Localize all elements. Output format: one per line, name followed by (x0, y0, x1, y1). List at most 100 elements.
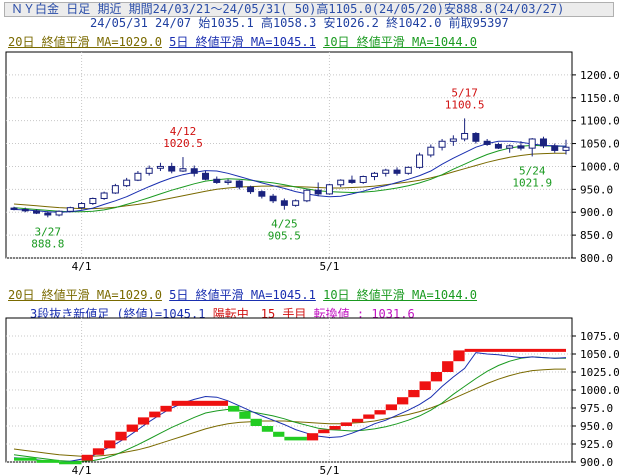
upper-legend: 20日 終値平滑 MA=1029.0 5日 終値平滑 MA=1045.1 10日… (8, 36, 477, 49)
upper-xtick-label: 5/1 (319, 260, 339, 273)
break-block (171, 400, 229, 406)
break-block (430, 372, 443, 382)
break-block (104, 440, 116, 449)
annotation-date: 4/12 (170, 125, 197, 138)
candle-body (404, 166, 412, 174)
legend-ma5-lower: 5日 終値平滑 MA=1045.1 (169, 288, 316, 302)
candle-body (89, 197, 97, 205)
annotation-date: 5/24 (519, 164, 546, 177)
break-block (408, 390, 420, 398)
candle-body (235, 180, 243, 188)
candle-body (551, 145, 559, 151)
candle-body (303, 189, 311, 202)
break-block (329, 426, 341, 430)
legend-ma10: 10日 終値平滑 MA=1044.0 (323, 35, 478, 49)
break-block (442, 361, 454, 372)
lower-legend: 20日 終値平滑 MA=1029.0 5日 終値平滑 MA=1045.1 10日… (8, 289, 477, 302)
upper-ytick-label: 800.0 (580, 252, 613, 265)
break-block (149, 411, 161, 418)
candle-body (539, 138, 547, 147)
candle-body (123, 179, 131, 187)
candle-body (314, 189, 322, 195)
candle-body (348, 179, 356, 183)
candle-body (494, 143, 502, 149)
candle-body (370, 172, 378, 178)
lower-ma10-line (13, 356, 566, 462)
candle-body (393, 169, 401, 174)
break-block (261, 426, 274, 432)
candle-body (134, 172, 142, 181)
candle-body (280, 200, 288, 206)
annotation-date: 4/25 (271, 218, 298, 231)
candle-body (100, 192, 108, 199)
lower-ytick-label: 1075.0 (580, 330, 620, 343)
candle-body (213, 178, 221, 183)
candle-body (438, 140, 446, 148)
upper-ytick-label: 1150.0 (580, 92, 620, 105)
legend-ma10-lower: 10日 終値平滑 MA=1044.0 (323, 288, 478, 302)
upper-ytick-label: 900.0 (580, 206, 613, 219)
break-block (351, 418, 364, 423)
ma5-line (13, 140, 567, 213)
candle-body (202, 172, 210, 180)
break-block (59, 461, 82, 465)
candle-body (472, 132, 480, 142)
candle-body (258, 191, 266, 197)
candle-body (483, 140, 491, 145)
annotation-value: 905.5 (268, 230, 301, 243)
candle-body (156, 165, 164, 169)
break-block (81, 454, 93, 461)
break-block (115, 431, 127, 441)
break-block (363, 414, 375, 419)
candle-body (10, 207, 18, 210)
upper-ytick-label: 1200.0 (580, 69, 620, 82)
legend-ma20: 20日 終値平滑 MA=1029.0 (8, 35, 162, 49)
candle-body (145, 167, 153, 174)
upper-frame: 800.0 850.0 900.0 950.0 1000.0 1050.0 1100.0 11… (5, 51, 620, 273)
break-block (36, 459, 60, 463)
break-block (273, 431, 285, 437)
break-block (160, 405, 172, 412)
upper-ytick-label: 1050.0 (580, 138, 620, 151)
candle-body (66, 207, 74, 212)
annotation-value: 1020.5 (163, 137, 203, 150)
chart-title: ＮＹ白金 日足 期近 期間24/03/21～24/05/31( 50)高1105… (11, 2, 565, 16)
upper-ytick-label: 1000.0 (580, 160, 620, 173)
break-block (284, 436, 307, 441)
break-block (306, 433, 319, 441)
lower-frame: 900.0 925.0 950.0 975.0 1000.0 1025.0 1050.0 10… (5, 317, 620, 475)
annotation-value: 1100.5 (445, 98, 485, 111)
break-block (318, 429, 330, 434)
lower-ma5-line (13, 352, 567, 463)
lower-ytick-label: 1000.0 (580, 384, 620, 397)
annotation-value: 888.8 (31, 237, 64, 250)
upper-ytick-label: 1100.0 (580, 115, 620, 128)
ohlc-info-line: 24/05/31 24/07 始1035.1 高1058.3 安1026.2 終… (90, 16, 509, 30)
candle-body (292, 200, 300, 206)
break-block (92, 448, 105, 455)
candle-body (325, 184, 333, 195)
break-block (385, 404, 398, 411)
candle-body (224, 180, 232, 183)
candle-body (506, 145, 514, 149)
break-block (250, 418, 262, 426)
break-block (137, 417, 150, 425)
annotation-value: 1021.9 (512, 176, 552, 189)
candle-body (78, 203, 86, 209)
candle-body (33, 210, 41, 214)
break-block (228, 405, 240, 412)
candle-body (179, 168, 187, 172)
lower-ytick-label: 950.0 (580, 420, 613, 433)
break-block (419, 381, 431, 390)
candle-body (416, 154, 424, 168)
break-block (397, 397, 409, 405)
candle-body (247, 186, 255, 193)
lower-ytick-label: 975.0 (580, 402, 613, 415)
lower-ytick-label: 900.0 (580, 456, 613, 469)
annotation-date: 3/27 (35, 225, 62, 238)
candle-body (337, 179, 345, 186)
break-block (14, 457, 37, 461)
lower-ma20-line (13, 368, 566, 457)
break-block (340, 422, 352, 426)
